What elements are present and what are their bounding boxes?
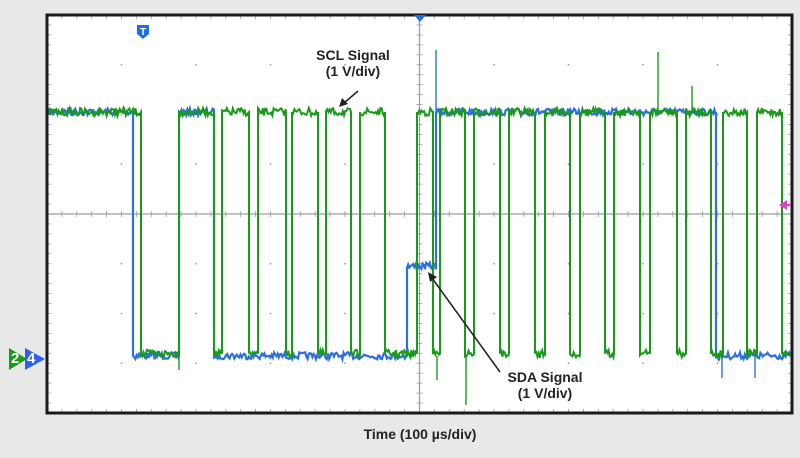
scl-annotation: SCL Signal (1 V/div)	[298, 47, 408, 79]
traces	[47, 50, 792, 405]
trigger-position-icon	[414, 15, 426, 22]
sda-annotation: SDA Signal (1 V/div)	[490, 369, 600, 401]
channel-2-label: 2	[11, 350, 20, 367]
svg-text:T: T	[140, 27, 146, 38]
scl-annotation-scale: (1 V/div)	[325, 63, 381, 79]
channel-4-label: 4	[27, 350, 36, 367]
scl-annotation-title: SCL Signal	[316, 47, 390, 63]
sda-annotation-arrow	[428, 272, 501, 373]
grid	[46, 14, 793, 414]
sda-annotation-scale: (1 V/div)	[517, 385, 573, 401]
channel-4-marker-icon	[25, 348, 45, 370]
x-axis-label: Time (100 µs/div)	[363, 426, 477, 442]
sda-annotation-title: SDA Signal	[507, 369, 583, 385]
channel-2-marker-icon	[9, 348, 27, 370]
trigger-level-icon	[779, 200, 791, 210]
scl-annotation-arrow	[339, 90, 359, 107]
trigger-badge-icon: T	[137, 25, 149, 39]
